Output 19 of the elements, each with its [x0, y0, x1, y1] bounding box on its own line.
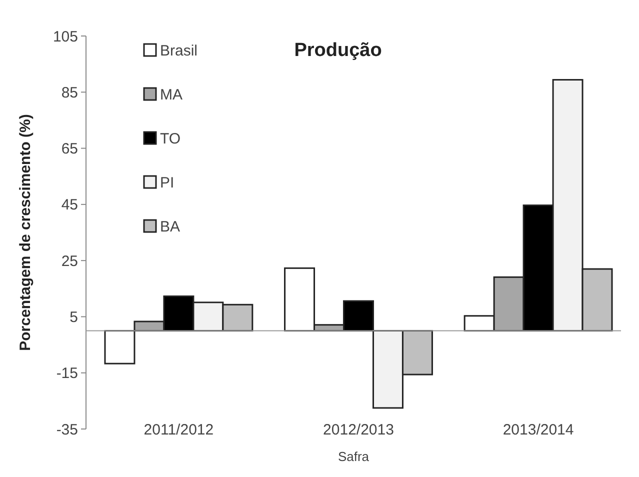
legend-label: TO: [160, 130, 181, 148]
legend-label: Brasil: [160, 42, 198, 60]
x-tick-label: 2011/2012: [144, 421, 214, 438]
legend-label: BA: [160, 218, 180, 236]
y-tick-label: 65: [61, 140, 78, 158]
y-axis-title: Porcentagem de crescimento (%): [17, 114, 34, 351]
y-tick-label: 5: [70, 308, 78, 326]
x-axis-title: Safra: [338, 449, 370, 464]
x-tick-label: 2013/2014: [502, 421, 574, 438]
chart-title: Produção: [294, 40, 382, 61]
y-tick-label: 105: [52, 28, 78, 46]
y-tick-label: 25: [61, 252, 78, 270]
y-tick-label: -35: [56, 421, 78, 438]
y-tick-label: 85: [61, 84, 78, 102]
legend-label: MA: [160, 86, 182, 104]
legend-label: PI: [160, 174, 174, 192]
y-tick-label: 45: [61, 196, 78, 214]
x-tick-label: 2012/2013: [323, 421, 394, 438]
y-tick-label: -15: [56, 365, 78, 382]
